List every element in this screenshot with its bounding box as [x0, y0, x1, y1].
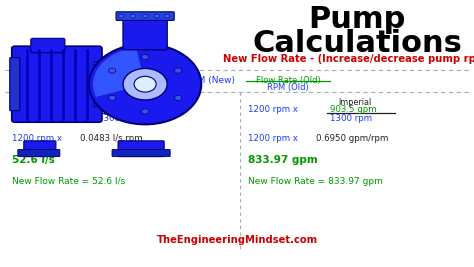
- Circle shape: [174, 68, 182, 73]
- Text: TheEngineeringMindset.com: TheEngineeringMindset.com: [156, 235, 318, 245]
- Text: Formula:: Formula:: [42, 76, 87, 85]
- Text: 52.6 l/s: 52.6 l/s: [12, 155, 55, 165]
- Circle shape: [89, 44, 201, 124]
- Text: Metric: Metric: [108, 98, 133, 107]
- Circle shape: [143, 14, 147, 18]
- Text: 1200 rpm x: 1200 rpm x: [12, 105, 62, 114]
- Text: 0.0483 l/s.rpm: 0.0483 l/s.rpm: [80, 134, 143, 143]
- Circle shape: [165, 14, 170, 18]
- Circle shape: [123, 68, 167, 100]
- FancyBboxPatch shape: [94, 62, 108, 107]
- Text: New Flow Rate = 833.97 gpm: New Flow Rate = 833.97 gpm: [248, 177, 383, 186]
- Circle shape: [155, 14, 160, 18]
- Wedge shape: [93, 48, 145, 97]
- Text: New Flow Rate - (Increase/decrease pump rpm): New Flow Rate - (Increase/decrease pump …: [223, 54, 474, 64]
- Text: Flow Rate (New): Flow Rate (New): [90, 76, 174, 85]
- Text: 1200 rpm x: 1200 rpm x: [248, 105, 298, 114]
- Circle shape: [131, 14, 136, 18]
- FancyBboxPatch shape: [112, 150, 170, 157]
- FancyBboxPatch shape: [12, 46, 102, 122]
- Text: 57 l/s: 57 l/s: [98, 105, 121, 114]
- Circle shape: [142, 54, 149, 60]
- Circle shape: [109, 95, 116, 100]
- Circle shape: [142, 109, 149, 114]
- FancyBboxPatch shape: [18, 150, 60, 157]
- Circle shape: [118, 14, 123, 18]
- Text: 1200 rpm x: 1200 rpm x: [12, 134, 62, 143]
- Circle shape: [134, 76, 156, 92]
- Text: 833.97 gpm: 833.97 gpm: [248, 155, 318, 165]
- Text: Imperial: Imperial: [338, 98, 372, 107]
- Text: =: =: [178, 76, 185, 85]
- FancyBboxPatch shape: [24, 141, 56, 157]
- FancyBboxPatch shape: [118, 141, 164, 157]
- Text: 0.6950 gpm/rpm: 0.6950 gpm/rpm: [316, 134, 388, 143]
- Text: 1300 rpm: 1300 rpm: [330, 114, 372, 123]
- Text: RPM (Old): RPM (Old): [267, 83, 309, 92]
- FancyBboxPatch shape: [31, 38, 65, 53]
- Text: Pump: Pump: [308, 5, 406, 34]
- Text: 1200 rpm x: 1200 rpm x: [248, 134, 298, 143]
- Text: 903.5 gpm: 903.5 gpm: [330, 105, 377, 114]
- FancyBboxPatch shape: [116, 12, 174, 20]
- Circle shape: [174, 95, 182, 100]
- Text: Calculations: Calculations: [252, 29, 462, 58]
- FancyBboxPatch shape: [123, 15, 167, 50]
- Text: 1300 rpm: 1300 rpm: [98, 114, 140, 123]
- Text: Flow Rate (Old): Flow Rate (Old): [255, 76, 320, 85]
- Text: RPM (New): RPM (New): [186, 76, 235, 85]
- Text: New Flow Rate = 52.6 l/s: New Flow Rate = 52.6 l/s: [12, 177, 125, 186]
- FancyBboxPatch shape: [10, 58, 20, 111]
- Circle shape: [109, 68, 116, 73]
